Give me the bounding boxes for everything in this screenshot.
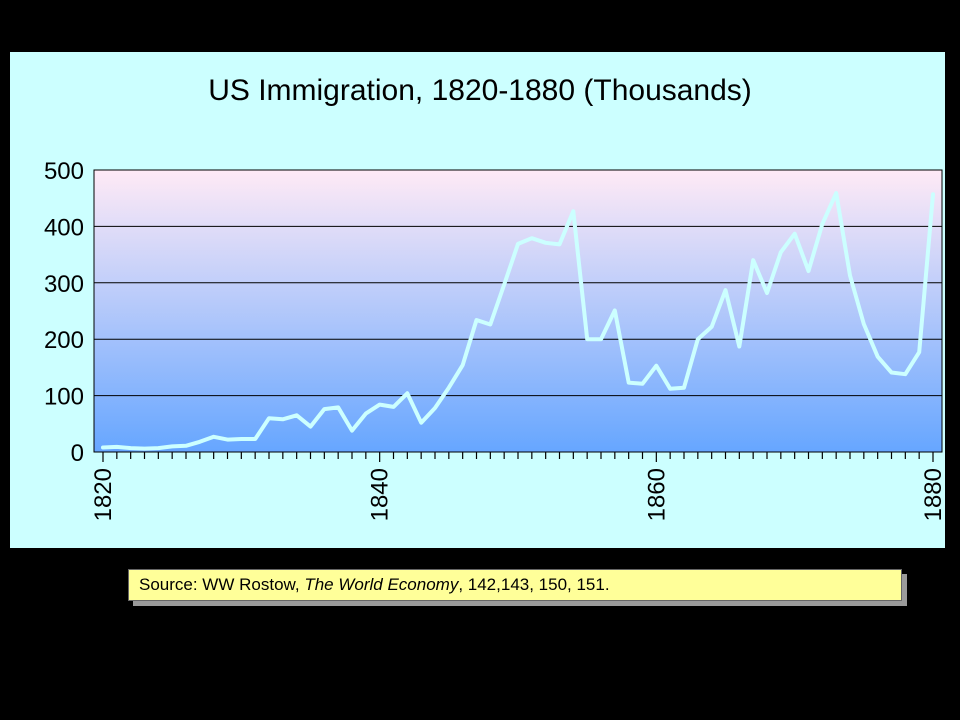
x-tick-label: 1820: [90, 468, 117, 521]
plot-area: [94, 170, 942, 452]
series-layer: [101, 191, 935, 451]
axes: 0 100 200 300 400 500 1820 1840 1860 1880: [44, 158, 945, 521]
line-chart: US Immigration, 1820-1880 (Thousands) 01…: [44, 74, 945, 521]
series-line-immigration: [101, 191, 935, 451]
x-tick-label: 1880: [920, 468, 945, 521]
y-tick-label: 0: [71, 440, 84, 467]
y-tick-label: 500: [44, 158, 84, 185]
chart-title: US Immigration, 1820-1880 (Thousands): [208, 74, 752, 107]
y-tick-label: 200: [44, 327, 84, 354]
source-prefix: Source: WW Rostow,: [139, 575, 305, 594]
y-tick-label: 300: [44, 271, 84, 298]
source-pages: , 142,143, 150, 151.: [458, 575, 610, 594]
y-tick-label: 400: [44, 214, 84, 241]
x-tick-label: 1860: [643, 468, 670, 521]
y-tick-label: 100: [44, 384, 84, 411]
x-tick-label: 1840: [367, 468, 394, 521]
source-book-title: The World Economy: [304, 575, 459, 594]
source-citation: Source: WW Rostow, The World Economy, 14…: [128, 569, 902, 601]
